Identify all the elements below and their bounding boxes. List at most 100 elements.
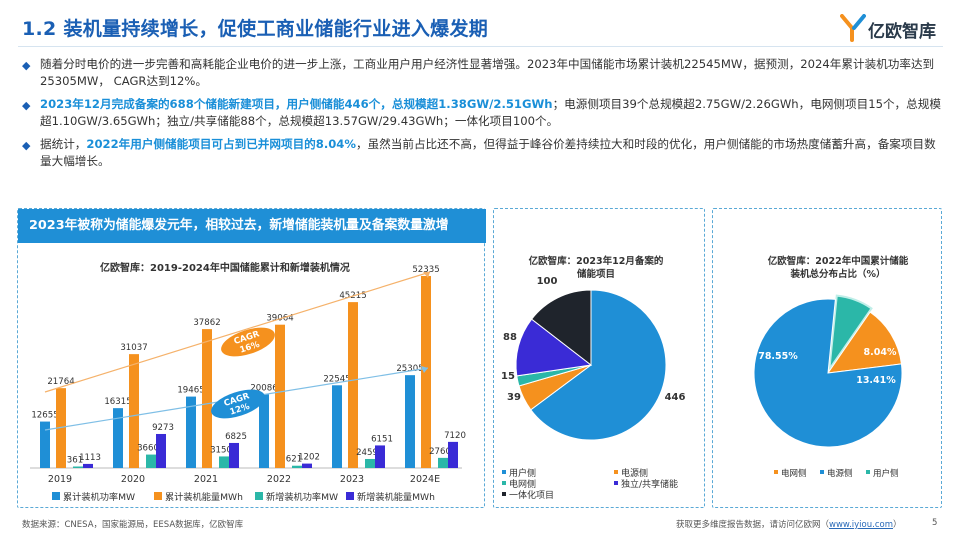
bar-3 [375,445,385,468]
data-label: 621 [286,455,302,465]
cagr-badge [221,327,275,357]
bullet-diamond-icon: ◆ [22,99,31,112]
logo-mark-icon [840,14,866,42]
footer-link-text: 获取更多维度报告数据，请访问亿欧网（www.iyiou.com） [676,518,902,530]
highlight-text: 2022年用户侧储能项目可占到已并网项目的8.04% [86,137,356,151]
legend-swatch [346,492,354,500]
pie-value-label: 39 [507,392,521,403]
pie-slice [530,289,667,441]
data-label: 7120 [444,431,466,441]
data-label: 1113 [79,453,101,463]
bar-1 [202,329,212,468]
bar-0 [259,394,269,468]
legend-label: 电源侧 [827,468,853,479]
pie-slice [828,294,873,370]
pie-title-line: 储能项目 [577,268,615,280]
pie-title-line: 装机总分布占比（%） [789,268,885,280]
bar-3 [448,441,458,468]
page-title: 1.2 装机量持续增长，促使工商业储能行业进入爆发期 [22,18,489,40]
bullet-text: 随着分时电价的进一步完善和高耗能企业电价的进一步上涨，工商业用户用户经济性显著增… [40,57,935,88]
data-label: 21764 [47,377,74,387]
data-label: 37862 [193,318,220,328]
title-divider [18,46,943,47]
bar-2 [365,458,375,468]
footer-prompt: 获取更多维度报告数据，请访问亿欧网（ [676,520,830,530]
pie-slice [826,311,902,374]
logo-text: 亿欧智库 [868,22,936,42]
trend-arrow-power [421,366,428,373]
pie-slice [530,289,592,367]
panel-header: 2023年被称为储能爆发元年，相较过去，新增储能装机量及备案数量激增 [18,209,486,243]
bullet-list: ◆ 随着分时电价的进一步完善和高耗能企业电价的进一步上涨，工商业用户用户经济性显著… [22,56,942,176]
bullet-diamond-icon: ◆ [22,139,31,152]
pie-chart-title: 亿欧智库：2023年12月备案的储能项目 [529,255,664,280]
bar-3 [302,463,312,468]
bar-chart-title: 亿欧智库：2019-2024年中国储能累计和新增装机情况 [100,263,350,274]
x-tick-label: 2021 [194,474,218,485]
legend-swatch [502,481,506,485]
pie-slice [753,298,903,448]
brand-logo: 亿欧智库 [840,14,945,44]
legend-label: 独立/共享储能 [621,478,678,490]
bar-1 [275,324,285,468]
footer-url-link[interactable]: www.iyiou.com [829,520,893,530]
legend-label: 电源侧 [621,467,648,479]
legend-label: 新增装机能量MWh [357,491,435,503]
bullet-item: ◆ 随着分时电价的进一步完善和高耗能企业电价的进一步上涨，工商业用户用户经济性显著… [22,56,942,90]
bullet-diamond-icon: ◆ [22,59,31,72]
bar-3 [229,442,239,468]
bullet-item: ◆ 据统计，2022年用户侧储能项目可占到已并网项目的8.04%，虽然当前占比还不… [22,136,942,170]
page-number: 5 [932,518,938,528]
legend-label: 电网侧 [781,468,807,479]
legend-label: 累计装机功率MW [63,491,135,503]
bar-0 [405,375,415,468]
bullet-text: ；电源侧项目39个总规模超2.75GW/2.26GWh，电网侧项目15个，总规模… [40,97,941,128]
pie-chart-title: 亿欧智库：2022年中国累计储能装机总分布占比（%） [768,255,909,280]
data-label: 25305 [396,364,423,374]
trend-arrow-energy [423,272,430,278]
footer-close: ） [893,520,902,530]
legend-swatch [154,492,162,500]
data-label: 20086 [250,383,277,393]
bar-1 [348,302,358,468]
data-label: 16315 [104,397,131,407]
legend-swatch [614,470,618,474]
data-label: 19465 [177,386,204,396]
data-label: 6151 [371,434,393,444]
data-label: 9273 [152,423,174,433]
bar-2 [292,465,302,468]
data-label: 31037 [120,343,147,353]
bar-3 [83,463,93,468]
legend-swatch [502,470,506,474]
bar-1 [129,354,139,468]
pie-value-label: 15 [501,371,515,382]
x-tick-label: 2019 [48,474,72,485]
legend-swatch [52,492,60,500]
pie-chart-panel-distribution [712,208,942,508]
pie-value-label: 88 [503,332,517,343]
pie-title-line: 亿欧智库：2023年12月备案的 [529,255,664,267]
pie-value-label: 78.55% [758,351,798,362]
data-label: 6825 [225,432,247,442]
x-tick-label: 2023 [340,474,364,485]
pie-value-label: 8.04% [864,347,897,358]
bar-1 [421,276,431,468]
legend-label: 新增装机功率MW [266,491,338,503]
bar-0 [186,396,196,468]
data-label: 2760 [429,447,451,457]
data-label: 3660 [137,444,159,454]
pie-value-label: 100 [537,276,558,287]
legend-swatch [866,470,870,474]
data-label: 52335 [412,265,439,275]
bullet-text: 据统计， [40,137,87,151]
legend-swatch [820,470,824,474]
data-label: 1202 [298,453,320,463]
cagr-badge [211,389,265,419]
pie-value-label: 446 [665,392,686,403]
bar-2 [438,457,448,468]
data-label: 3150 [210,445,232,455]
x-tick-label: 2022 [267,474,291,485]
legend-label: 电网侧 [509,478,536,490]
legend-label: 累计装机能量MWh [165,491,243,503]
